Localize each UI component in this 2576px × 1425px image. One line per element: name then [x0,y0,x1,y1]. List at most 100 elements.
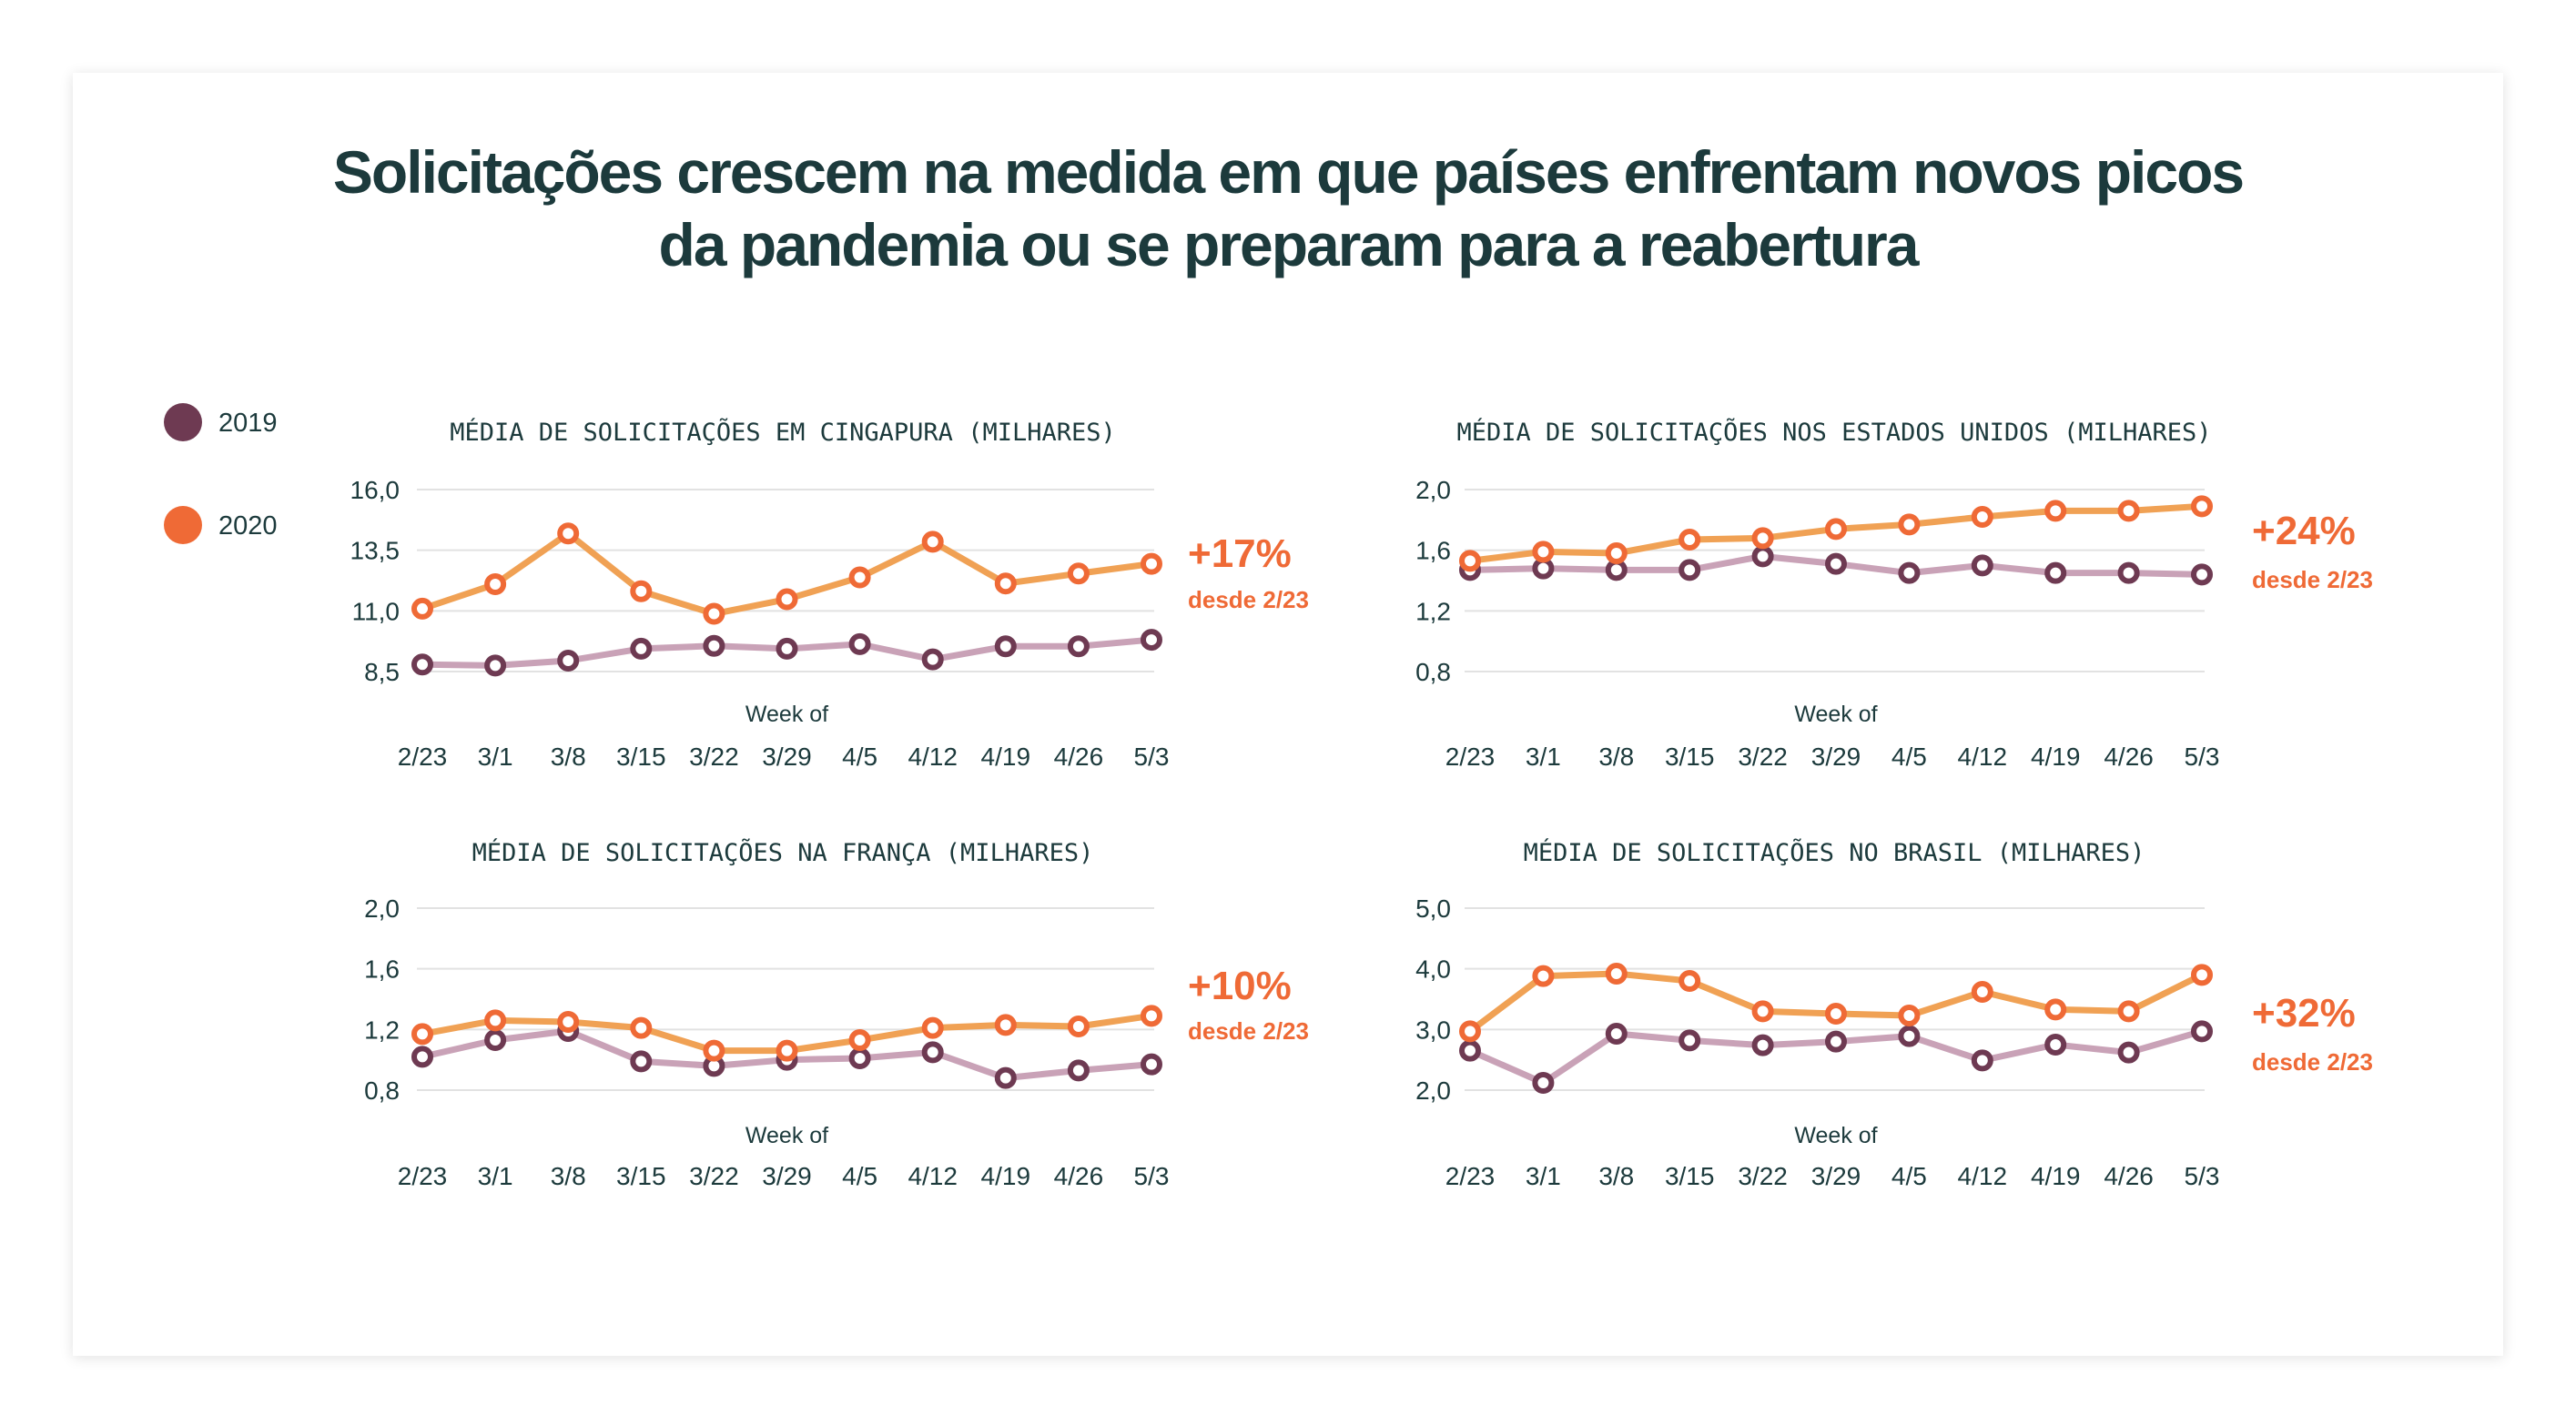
data-point-2019 [776,637,798,660]
x-tick-label: 4/12 [908,743,958,771]
data-point-2019 [703,634,725,657]
change-percent: +17% [1188,531,1292,576]
x-tick-label: 3/8 [1598,743,1634,771]
legend-label-2019: 2019 [218,409,278,438]
y-tick-label: 3,0 [1415,1016,1451,1044]
x-tick-label: 3/15 [1665,1162,1715,1190]
data-point-2020 [630,580,653,602]
data-point-2020 [1825,1003,1847,1025]
chart-card [73,73,2503,1356]
data-point-2019 [848,1047,871,1069]
data-point-2020 [848,1029,871,1051]
page-title-line-1: Solicitações crescem na medida em que pa… [333,138,2243,206]
data-point-2020 [1678,529,1701,551]
x-tick-label: 2/23 [1445,743,1496,771]
data-point-2019 [1532,1072,1555,1094]
legend-label-2020: 2020 [218,511,278,541]
data-point-2019 [484,1029,507,1051]
x-axis-title: Week of [745,702,828,727]
data-point-2020 [921,531,944,553]
data-point-2019 [2191,1020,2213,1043]
data-point-2020 [1141,552,1162,575]
y-tick-label: 16,0 [350,476,401,504]
chart-panel-3: MÉDIA DE SOLICITAÇÕES NO BRASIL (MILHARE… [1415,838,2373,1190]
data-point-2020 [1459,550,1481,572]
y-tick-label: 0,8 [364,1076,400,1105]
x-tick-label: 4/12 [908,1162,958,1190]
data-point-2019 [1459,1039,1481,1062]
x-axis-title: Week of [1794,1123,1877,1148]
x-tick-label: 4/5 [842,743,877,771]
data-point-2020 [848,566,871,589]
x-tick-label: 3/1 [478,1162,513,1190]
y-tick-label: 5,0 [1415,894,1451,923]
x-tick-label: 3/22 [689,743,739,771]
x-tick-label: 3/1 [1526,743,1561,771]
data-point-2019 [1971,554,1993,577]
data-point-2019 [411,653,433,676]
x-tick-label: 3/22 [1738,743,1788,771]
x-tick-label: 3/22 [1738,1162,1788,1190]
data-point-2019 [1898,1025,1921,1047]
y-tick-label: 11,0 [352,597,400,625]
change-since-label: desde 2/23 [1188,586,1309,613]
data-point-2020 [1067,562,1090,585]
data-point-2019 [1825,552,1847,575]
x-tick-label: 3/15 [616,1162,666,1190]
data-point-2019 [1605,1023,1628,1045]
data-point-2019 [921,1041,944,1064]
data-point-2019 [1971,1049,1993,1072]
data-point-2019 [1825,1030,1847,1053]
page-title-line-2: da pandemia ou se preparam para a reaber… [659,211,1921,278]
data-point-2019 [848,632,871,655]
x-tick-label: 3/8 [551,743,586,771]
data-point-2020 [2044,500,2067,522]
data-point-2019 [1751,545,1774,568]
x-tick-label: 4/19 [981,1162,1031,1190]
change-since-label: desde 2/23 [2252,1048,2373,1076]
data-point-2020 [1067,1016,1090,1037]
change-since-label: desde 2/23 [2252,566,2373,593]
data-point-2019 [1532,557,1555,580]
x-tick-label: 3/1 [1526,1162,1561,1190]
data-point-2020 [2191,964,2213,986]
data-point-2019 [1141,1053,1162,1076]
x-tick-label: 2/23 [398,1162,448,1190]
chart-panel-1: MÉDIA DE SOLICITAÇÕES NOS ESTADOS UNIDOS… [1415,418,2373,771]
chart-title: MÉDIA DE SOLICITAÇÕES NOS ESTADOS UNIDOS… [1456,418,2211,447]
data-point-2020 [1678,970,1701,992]
data-point-2020 [1605,963,1628,985]
y-tick-label: 4,0 [1415,955,1451,984]
data-point-2020 [557,522,580,545]
data-point-2020 [1459,1020,1481,1043]
data-point-2020 [1532,965,1555,987]
x-tick-label: 4/26 [1054,1162,1104,1190]
data-point-2020 [1971,506,1993,528]
x-tick-label: 3/15 [616,743,666,771]
data-point-2019 [1067,1059,1090,1082]
data-point-2019 [1605,559,1628,581]
chart-panel-0: MÉDIA DE SOLICITAÇÕES EM CINGAPURA (MILH… [350,418,1309,771]
data-point-2020 [1898,1005,1921,1026]
x-tick-label: 3/1 [478,743,513,771]
data-point-2020 [776,1039,798,1062]
x-tick-label: 3/22 [689,1162,739,1190]
data-point-2019 [1898,561,1921,584]
x-tick-label: 4/26 [1054,743,1104,771]
data-point-2020 [411,597,433,620]
x-tick-label: 4/5 [842,1162,877,1190]
data-point-2020 [2117,1000,2140,1023]
x-tick-label: 5/3 [2185,1162,2220,1190]
data-point-2019 [921,648,944,671]
data-point-2020 [1751,527,1774,550]
legend: 2019 2020 [164,403,278,544]
y-tick-label: 2,0 [1415,476,1451,504]
chart-title: MÉDIA DE SOLICITAÇÕES EM CINGAPURA (MILH… [450,418,1116,447]
x-tick-label: 4/26 [2104,1162,2154,1190]
x-tick-label: 4/12 [1958,1162,2008,1190]
data-point-2019 [1751,1034,1774,1056]
data-point-2020 [411,1023,433,1046]
x-tick-label: 3/29 [1811,743,1861,771]
data-point-2020 [630,1016,653,1039]
data-point-2020 [2044,998,2067,1021]
